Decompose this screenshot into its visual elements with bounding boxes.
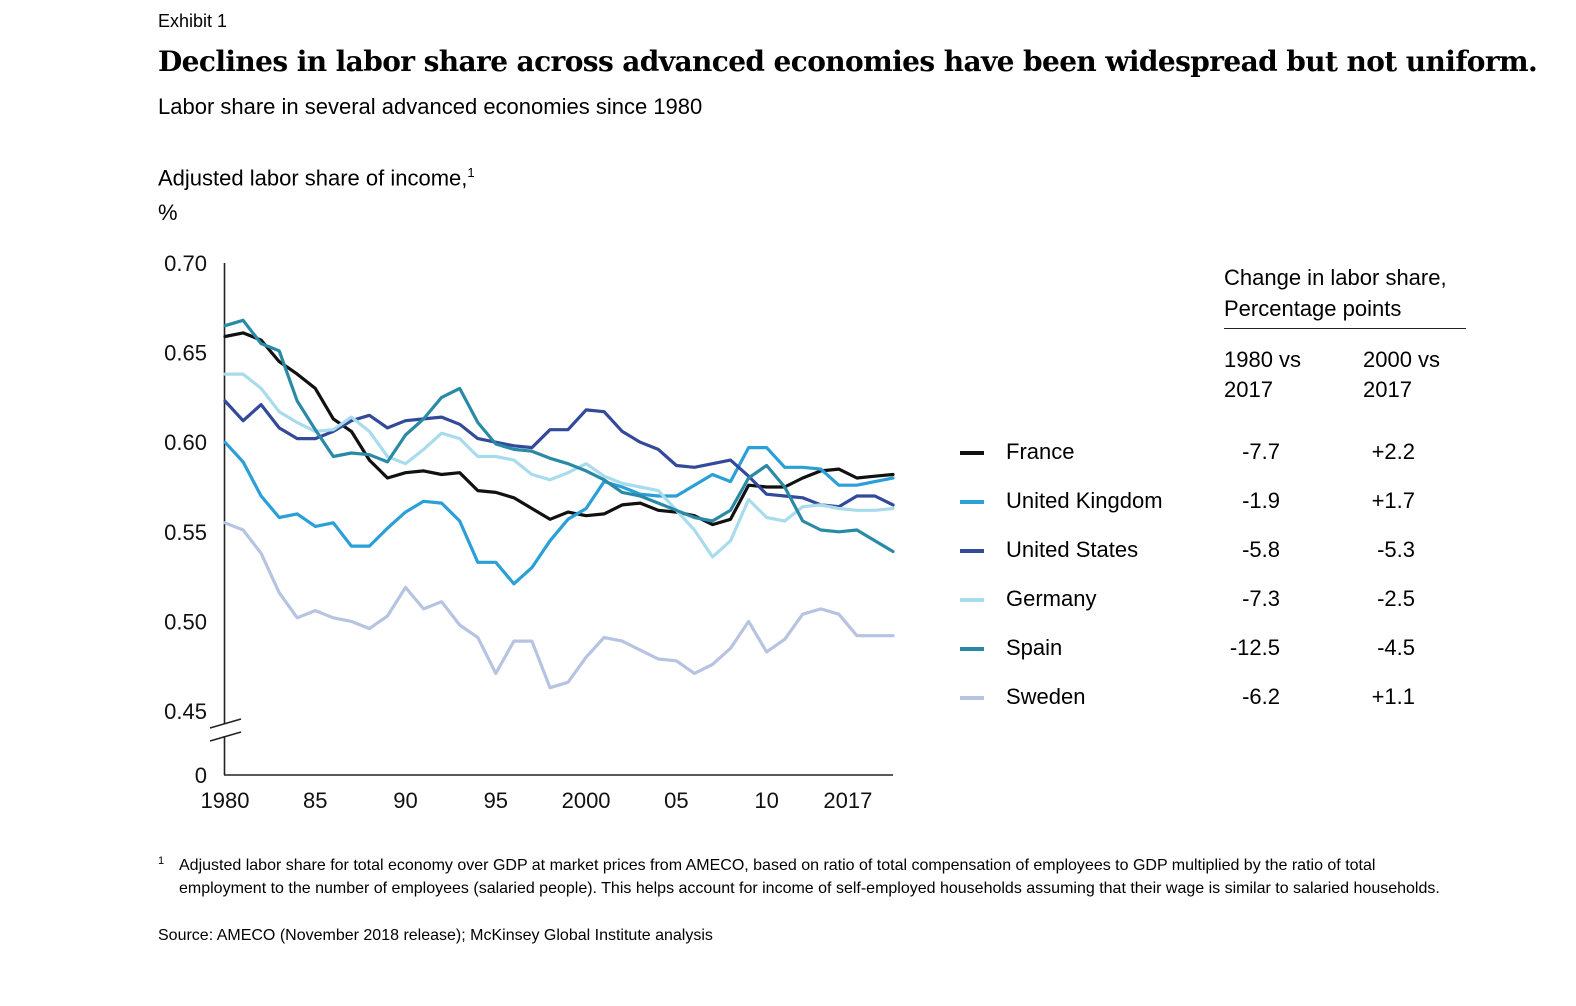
x-tick-label: 05 [664, 788, 688, 813]
chart-title: Declines in labor share across advanced … [158, 45, 1538, 78]
exhibit-label: Exhibit 1 [158, 11, 228, 31]
y-tick-label: 0.50 [164, 609, 207, 634]
column-header-1980-line2: 2017 [1224, 377, 1273, 402]
change-1980-2017: -5.8 [1242, 537, 1280, 562]
axis-break-mark [209, 718, 242, 729]
chart-subtitle: Labor share in several advanced economie… [158, 94, 703, 119]
source-note: Source: AMECO (November 2018 release); M… [158, 927, 713, 944]
column-header-1980: 1980 vs 2017 [1224, 345, 1334, 405]
y-tick-label: 0.45 [164, 699, 207, 724]
legend-swatch [960, 598, 984, 602]
y-axis-label: Adjusted labor share of income,1 [158, 165, 475, 191]
series-line-spain [223, 318, 895, 554]
legend-row-spain: Spain -12.5 -4.5 [960, 634, 1480, 664]
x-tick-label: 90 [393, 788, 417, 813]
change-1980-2017: -7.3 [1242, 586, 1280, 611]
legend-swatch [960, 696, 984, 700]
y-axis-unit: % [158, 200, 178, 225]
legend-swatch [960, 549, 984, 553]
legend-label: United States [1006, 537, 1139, 562]
series-line-sweden [223, 521, 895, 690]
x-tick-label: 2017 [823, 788, 872, 813]
y-tick-label: 0 [195, 763, 207, 788]
x-tick-label: 2000 [562, 788, 611, 813]
legend-row-united-kingdom: United Kingdom -1.9 +1.7 [960, 487, 1480, 517]
series-line-france [223, 331, 895, 527]
table-header-line1: Change in labor share, [1224, 265, 1447, 290]
series-line-germany [223, 372, 895, 559]
table-header: Change in labor share, Percentage points [1224, 262, 1447, 324]
legend-label: Germany [1006, 586, 1097, 611]
change-2000-2017: -2.5 [1377, 586, 1415, 611]
axis-break-gap [215, 724, 235, 736]
change-2000-2017: -5.3 [1377, 537, 1415, 562]
y-tick-label: 0.65 [164, 341, 207, 366]
legend-row-germany: Germany -7.3 -2.5 [960, 585, 1480, 615]
legend-swatch [960, 500, 984, 504]
change-2000-2017: +1.1 [1371, 684, 1415, 709]
legend-label: France [1006, 439, 1075, 464]
x-tick-label: 10 [754, 788, 778, 813]
y-tick-label: 0.60 [164, 430, 207, 455]
table-divider [1224, 328, 1466, 329]
footnote: 1 Adjusted labor share for total economy… [158, 854, 1448, 900]
y-axis-footnote-mark: 1 [467, 165, 475, 180]
change-2000-2017: -4.5 [1377, 635, 1415, 660]
y-tick-label: 0.55 [164, 520, 207, 545]
table-header-line2: Percentage points [1224, 296, 1402, 321]
legend-row-united-states: United States -5.8 -5.3 [960, 536, 1480, 566]
series-line-united-kingdom [223, 440, 895, 586]
change-2000-2017: +1.7 [1371, 488, 1415, 513]
y-axis-label-text: Adjusted labor share of income, [158, 165, 468, 191]
footnote-mark: 1 [158, 855, 165, 867]
axis-break-mark [209, 731, 242, 742]
series-line-united-states [223, 399, 895, 509]
y-tick-label: 0.70 [164, 251, 207, 276]
legend-swatch [960, 647, 984, 651]
legend-row-france: France -7.7 +2.2 [960, 438, 1480, 468]
x-tick-label: 95 [484, 788, 508, 813]
x-tick-label: 1980 [201, 788, 250, 813]
change-2000-2017: +2.2 [1371, 439, 1415, 464]
column-header-2000: 2000 vs 2017 [1363, 345, 1473, 405]
legend-label: Spain [1006, 635, 1063, 660]
column-header-2000-line1: 2000 vs [1363, 347, 1441, 372]
change-1980-2017: -1.9 [1242, 488, 1280, 513]
legend-swatch [960, 451, 984, 455]
legend-label: Sweden [1006, 684, 1086, 709]
x-tick-label: 85 [303, 788, 327, 813]
column-header-1980-line1: 1980 vs [1224, 347, 1302, 372]
footnote-text: Adjusted labor share for total economy o… [179, 857, 1440, 897]
legend-label: United Kingdom [1006, 488, 1163, 513]
chart-series-lines [223, 318, 895, 690]
change-1980-2017: -7.7 [1242, 439, 1280, 464]
change-1980-2017: -12.5 [1229, 635, 1280, 660]
column-header-2000-line2: 2017 [1363, 377, 1412, 402]
change-1980-2017: -6.2 [1242, 684, 1280, 709]
legend-row-sweden: Sweden -6.2 +1.1 [960, 683, 1480, 713]
